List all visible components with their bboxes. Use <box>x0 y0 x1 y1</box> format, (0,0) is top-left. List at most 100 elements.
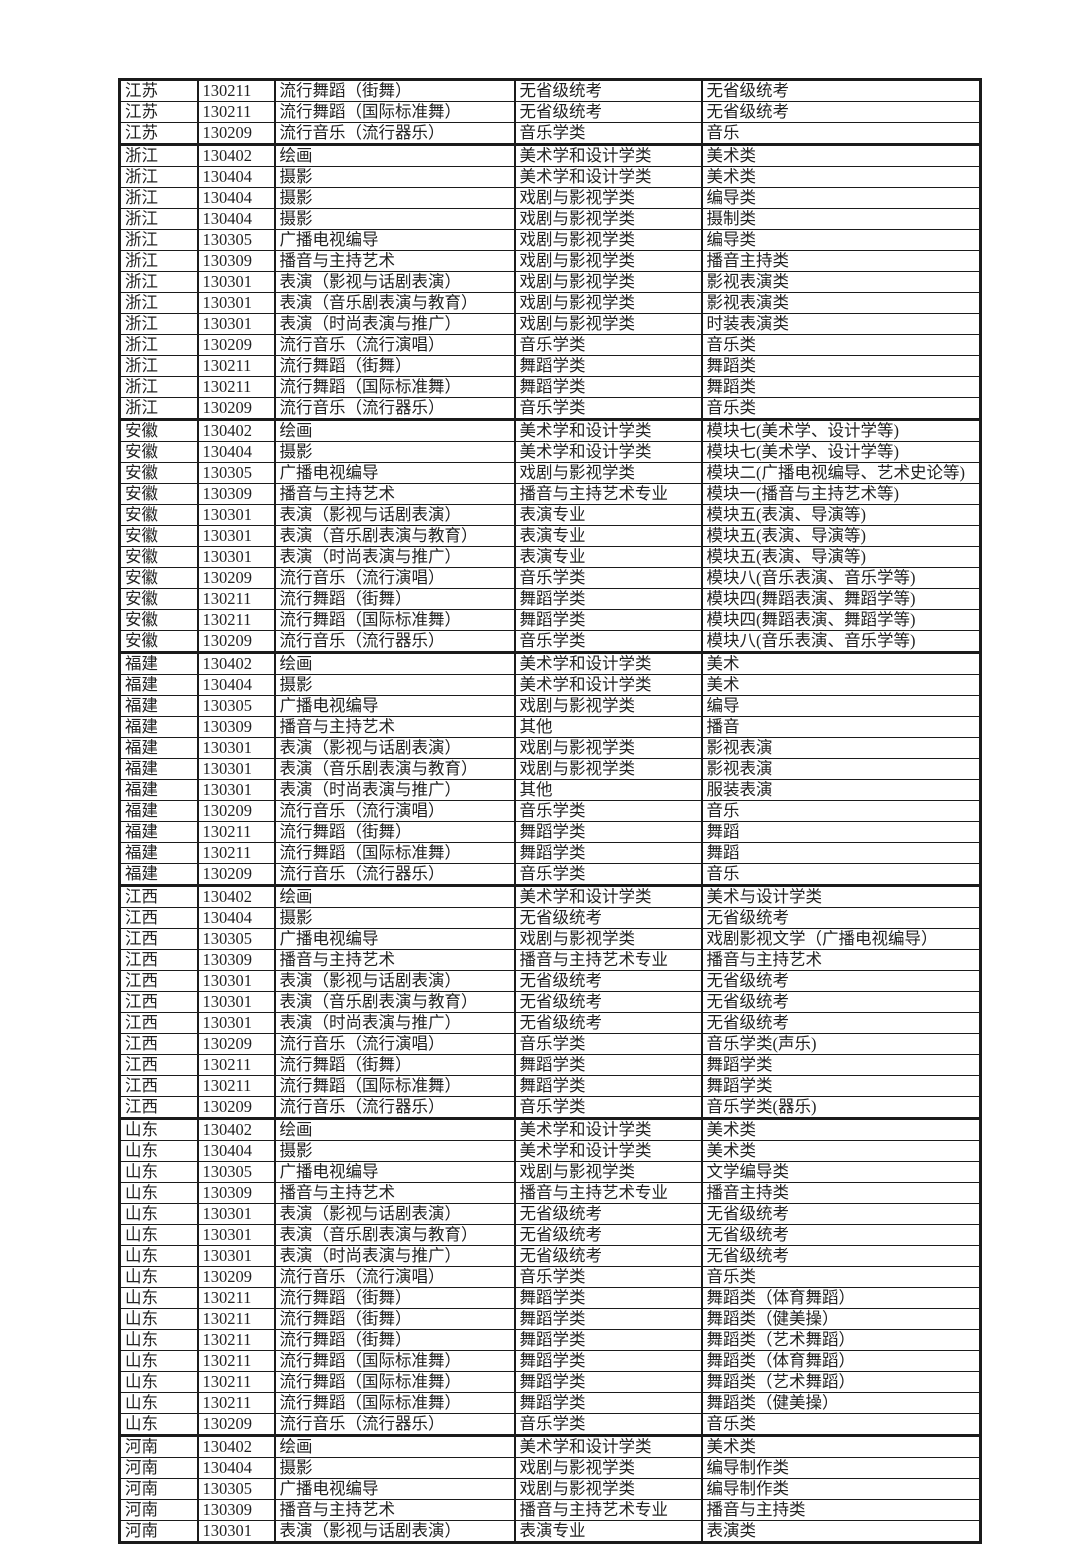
cell-category: 表演专业 <box>513 525 703 547</box>
cell-category: 戏剧与影视学类 <box>513 208 703 230</box>
table-row: 江苏 130209 流行音乐（流行器乐） 音乐学类 音乐 <box>118 122 982 145</box>
cell-major: 播音与主持艺术 <box>273 1499 516 1521</box>
cell-code: 130211 <box>196 1392 276 1414</box>
table-row: 福建 130404 摄影 美术学和设计学类 美术 <box>118 674 982 696</box>
cell-province: 浙江 <box>118 376 199 398</box>
cell-category: 无省级统考 <box>513 1245 703 1267</box>
cell-code: 130309 <box>196 716 276 738</box>
table-row: 浙江 130404 摄影 戏剧与影视学类 编导类 <box>118 187 982 209</box>
cell-province: 山东 <box>118 1182 199 1204</box>
cell-major: 广播电视编导 <box>273 695 516 717</box>
cell-province: 浙江 <box>118 143 199 167</box>
cell-exam-category: 播音 <box>700 716 982 738</box>
table-row: 江苏 130211 流行舞蹈（国际标准舞） 无省级统考 无省级统考 <box>118 101 982 123</box>
cell-exam-category: 播音与主持艺术 <box>700 949 982 971</box>
cell-code: 130402 <box>196 1117 276 1141</box>
cell-category: 舞蹈学类 <box>513 1350 703 1372</box>
cell-category: 戏剧与影视学类 <box>513 313 703 335</box>
cell-category: 音乐学类 <box>513 863 703 886</box>
cell-code: 130301 <box>196 991 276 1013</box>
cell-province: 浙江 <box>118 187 199 209</box>
table-row: 安徽 130404 摄影 美术学和设计学类 模块七(美术学、设计学等) <box>118 441 982 463</box>
table-row: 山东 130211 流行舞蹈（国际标准舞） 舞蹈学类 舞蹈类（艺术舞蹈） <box>118 1371 982 1393</box>
cell-major: 播音与主持艺术 <box>273 483 516 505</box>
cell-category: 戏剧与影视学类 <box>513 462 703 484</box>
cell-category: 音乐学类 <box>513 800 703 822</box>
cell-code: 130305 <box>196 695 276 717</box>
cell-major: 流行舞蹈（国际标准舞） <box>273 1371 516 1393</box>
cell-major: 流行舞蹈（国际标准舞） <box>273 101 516 123</box>
cell-exam-category: 音乐类 <box>700 397 982 420</box>
cell-province: 山东 <box>118 1245 199 1267</box>
cell-category: 美术学和设计学类 <box>513 418 703 442</box>
cell-province: 山东 <box>118 1350 199 1372</box>
cell-major: 流行舞蹈（街舞） <box>273 1287 516 1309</box>
table-row: 安徽 130301 表演（音乐剧表演与教育） 表演专业 模块五(表演、导演等) <box>118 525 982 547</box>
cell-province: 安徽 <box>118 546 199 568</box>
table-row: 山东 130211 流行舞蹈（街舞） 舞蹈学类 舞蹈类（体育舞蹈） <box>118 1287 982 1309</box>
table-row: 安徽 130305 广播电视编导 戏剧与影视学类 模块二(广播电视编导、艺术史论… <box>118 462 982 484</box>
cell-category: 无省级统考 <box>513 79 703 102</box>
cell-code: 130404 <box>196 1457 276 1479</box>
cell-category: 戏剧与影视学类 <box>513 187 703 209</box>
cell-exam-category: 美术类 <box>700 1434 982 1458</box>
cell-exam-category: 播音主持类 <box>700 1182 982 1204</box>
cell-major: 流行舞蹈（街舞） <box>273 1329 516 1351</box>
cell-category: 其他 <box>513 779 703 801</box>
cell-code: 130301 <box>196 1203 276 1225</box>
cell-category: 戏剧与影视学类 <box>513 271 703 293</box>
cell-code: 130209 <box>196 397 276 420</box>
cell-major: 表演（影视与话剧表演） <box>273 1203 516 1225</box>
cell-exam-category: 舞蹈学类 <box>700 1075 982 1097</box>
cell-province: 福建 <box>118 737 199 759</box>
cell-code: 130211 <box>196 609 276 631</box>
cell-category: 舞蹈学类 <box>513 1329 703 1351</box>
cell-major: 广播电视编导 <box>273 928 516 950</box>
cell-code: 130209 <box>196 122 276 145</box>
table-row: 江西 130309 播音与主持艺术 播音与主持艺术专业 播音与主持艺术 <box>118 949 982 971</box>
cell-category: 无省级统考 <box>513 1012 703 1034</box>
cell-exam-category: 美术 <box>700 674 982 696</box>
cell-code: 130211 <box>196 355 276 377</box>
table-row: 江西 130209 流行音乐（流行演唱） 音乐学类 音乐学类(声乐) <box>118 1033 982 1055</box>
cell-province: 山东 <box>118 1224 199 1246</box>
cell-province: 浙江 <box>118 397 199 420</box>
cell-code: 130301 <box>196 504 276 526</box>
cell-exam-category: 播音与主持类 <box>700 1499 982 1521</box>
cell-major: 播音与主持艺术 <box>273 949 516 971</box>
cell-exam-category: 音乐 <box>700 800 982 822</box>
cell-category: 播音与主持艺术专业 <box>513 949 703 971</box>
cell-major: 流行舞蹈（街舞） <box>273 1054 516 1076</box>
table-row: 福建 130301 表演（影视与话剧表演） 戏剧与影视学类 影视表演 <box>118 737 982 759</box>
cell-exam-category: 无省级统考 <box>700 1203 982 1225</box>
cell-province: 江西 <box>118 1054 199 1076</box>
cell-category: 戏剧与影视学类 <box>513 1457 703 1479</box>
cell-exam-category: 无省级统考 <box>700 1245 982 1267</box>
table-row: 山东 130211 流行舞蹈（街舞） 舞蹈学类 舞蹈类（艺术舞蹈） <box>118 1329 982 1351</box>
cell-exam-category: 模块二(广播电视编导、艺术史论等) <box>700 462 982 484</box>
cell-province: 山东 <box>118 1329 199 1351</box>
cell-province: 山东 <box>118 1392 199 1414</box>
cell-exam-category: 舞蹈类 <box>700 355 982 377</box>
cell-code: 130209 <box>196 334 276 356</box>
cell-exam-category: 无省级统考 <box>700 907 982 929</box>
cell-province: 河南 <box>118 1457 199 1479</box>
cell-code: 130301 <box>196 1245 276 1267</box>
cell-province: 浙江 <box>118 229 199 251</box>
table-row: 江西 130402 绘画 美术学和设计学类 美术与设计学类 <box>118 884 982 908</box>
cell-category: 表演专业 <box>513 1520 703 1543</box>
cell-code: 130211 <box>196 821 276 843</box>
table-row: 安徽 130301 表演（影视与话剧表演） 表演专业 模块五(表演、导演等) <box>118 504 982 526</box>
cell-category: 美术学和设计学类 <box>513 1140 703 1162</box>
cell-province: 山东 <box>118 1371 199 1393</box>
cell-major: 表演（音乐剧表演与教育） <box>273 292 516 314</box>
cell-province: 江西 <box>118 991 199 1013</box>
cell-code: 130211 <box>196 842 276 864</box>
cell-exam-category: 美术 <box>700 651 982 675</box>
cell-code: 130301 <box>196 970 276 992</box>
cell-category: 表演专业 <box>513 546 703 568</box>
cell-code: 130301 <box>196 779 276 801</box>
cell-code: 130211 <box>196 1075 276 1097</box>
cell-code: 130402 <box>196 884 276 908</box>
table-row: 江西 130209 流行音乐（流行器乐） 音乐学类 音乐学类(器乐) <box>118 1096 982 1119</box>
